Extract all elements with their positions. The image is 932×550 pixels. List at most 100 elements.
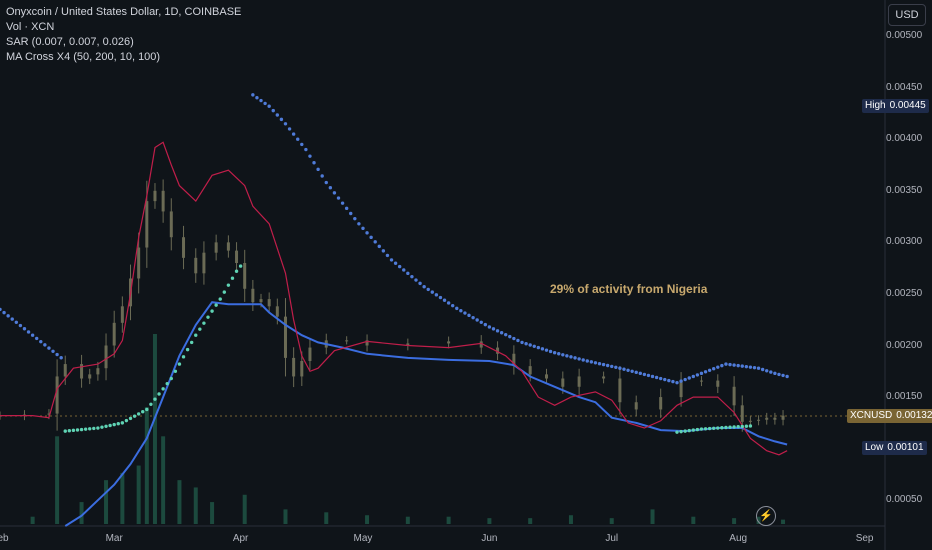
sar-dot — [569, 355, 573, 359]
candle-body — [275, 306, 279, 317]
sar-dot — [720, 363, 724, 368]
volume-bar — [609, 518, 614, 524]
sar-dot — [92, 426, 96, 431]
currency-button[interactable]: USD — [888, 4, 926, 26]
sar-dot — [495, 329, 500, 333]
sar-dot — [581, 358, 585, 362]
x-tick-label: Aug — [729, 533, 748, 544]
candle-body — [226, 242, 230, 251]
sar-dot — [622, 367, 626, 371]
sar-dot — [332, 191, 337, 195]
indicator-ma-cross[interactable]: MA Cross X4 (50, 200, 10, 100) — [6, 51, 161, 63]
sar-dot — [565, 354, 569, 358]
candle-body — [120, 306, 124, 323]
sar-dot — [120, 421, 125, 425]
sar-dot — [255, 96, 259, 100]
candle-body — [699, 380, 703, 382]
candle-body — [308, 347, 312, 361]
sar-dot — [593, 361, 598, 365]
sar-dot — [291, 132, 296, 136]
sar-dot — [777, 372, 781, 377]
sar-dot — [785, 374, 789, 379]
sar-dot — [6, 314, 10, 318]
sar-dot — [540, 347, 545, 351]
sar-dot — [520, 340, 524, 345]
sar-dot — [271, 108, 275, 113]
sar-dot — [312, 161, 316, 165]
candle-body — [634, 402, 638, 410]
sar-dot — [557, 352, 561, 356]
sar-dot — [724, 425, 728, 430]
sar-dot — [336, 196, 341, 200]
sar-dot — [124, 418, 129, 423]
sar-dot — [479, 320, 483, 325]
sar-dot — [373, 240, 377, 244]
candle-body — [618, 378, 622, 403]
sar-dot — [748, 365, 753, 369]
candle-body — [740, 405, 744, 422]
sar-dot — [516, 338, 520, 343]
sar-dot — [214, 303, 218, 307]
sar-dot — [446, 301, 451, 305]
sar-dot — [389, 258, 394, 262]
sar-dot — [88, 427, 92, 431]
sar-dot — [491, 327, 496, 331]
candle-body — [251, 288, 255, 303]
sar-dot — [116, 422, 120, 426]
candle-body — [512, 353, 516, 367]
sar-dot — [552, 351, 557, 355]
sar-dot — [654, 375, 659, 380]
candle-body — [748, 420, 752, 422]
sar-dot — [153, 397, 157, 401]
sar-dot — [638, 371, 642, 376]
sar-dot — [504, 332, 508, 337]
sar-dot — [100, 425, 104, 429]
candle-body — [55, 376, 59, 414]
sar-dot — [614, 365, 618, 369]
candle-body — [161, 190, 165, 212]
sar-dot — [589, 360, 594, 364]
flash-icon[interactable]: ⚡ — [756, 506, 776, 526]
sar-dot — [381, 249, 386, 253]
sar-dot — [732, 425, 736, 429]
volume-bar — [324, 512, 329, 524]
volume-bar — [446, 516, 451, 524]
candle-body — [716, 380, 720, 387]
sar-dot — [630, 369, 634, 373]
y-tick-label: 0.00500 — [886, 30, 923, 42]
sar-dot — [699, 371, 704, 376]
sar-dot — [744, 424, 749, 428]
sar-dot — [10, 317, 14, 321]
candle-body — [561, 378, 565, 387]
sar-dot — [720, 426, 724, 430]
sar-dot — [169, 376, 173, 381]
sar-dot — [206, 315, 210, 319]
sar-dot — [55, 352, 59, 357]
candle-body — [80, 364, 84, 379]
sar-dot — [173, 369, 178, 373]
sar-dot — [512, 336, 516, 341]
sar-dot — [455, 306, 459, 311]
sar-dot — [781, 373, 785, 378]
indicator-volume[interactable]: Vol · XCN — [6, 21, 55, 33]
volume-bar — [136, 465, 141, 524]
sar-dot — [83, 427, 88, 431]
candle-body — [235, 250, 239, 263]
candle-body — [292, 357, 296, 377]
sar-dot — [328, 186, 333, 190]
sar-dot — [760, 367, 765, 372]
volume-bar — [210, 502, 215, 524]
sar-dot — [508, 334, 512, 339]
sar-dot — [679, 379, 683, 383]
current-price-tag: XCNUSD 0.00132 — [847, 409, 932, 423]
indicator-sar[interactable]: SAR (0.007, 0.007, 0.026) — [6, 36, 134, 48]
sar-dot — [369, 235, 373, 240]
symbol-title[interactable]: Onyxcoin / United States Dollar, 1D, COI… — [6, 6, 242, 18]
volume-bars — [30, 334, 786, 524]
sar-dot — [165, 381, 169, 386]
sar-dot — [561, 353, 565, 357]
sar-dot — [601, 362, 606, 367]
sar-dot — [430, 290, 435, 294]
sar-dot — [104, 424, 108, 429]
